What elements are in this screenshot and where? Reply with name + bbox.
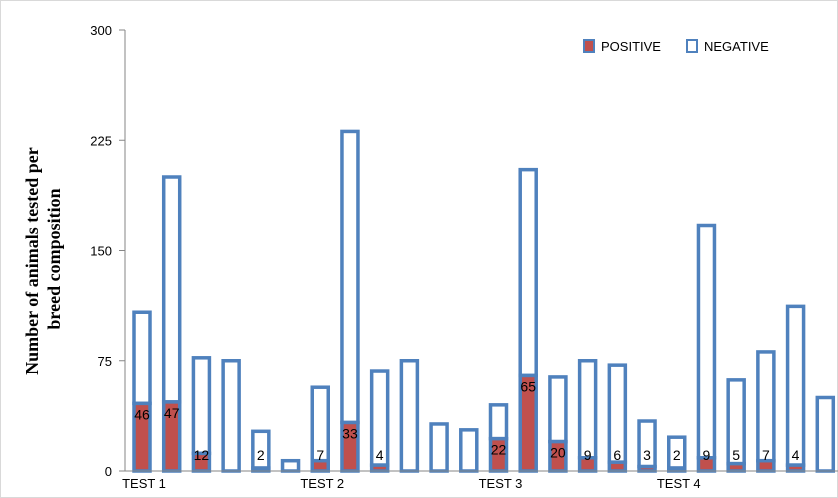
negative-bar-1 [132, 310, 152, 406]
negative-bar-4 [221, 359, 241, 473]
y-axis-title-line2: breed composition [44, 188, 64, 329]
negative-bar-12 [459, 428, 479, 473]
y-tick-label-0: 0 [105, 464, 112, 479]
data-label-9: 4 [376, 447, 384, 463]
negative-bar-24 [815, 395, 836, 473]
y-tick-label-75: 75 [98, 354, 112, 369]
data-label-22: 7 [762, 447, 770, 463]
positive-bar-23 [785, 463, 806, 473]
negative-bar-14 [518, 167, 538, 378]
positive-bar-18 [637, 464, 657, 473]
data-label-1: 46 [134, 406, 150, 422]
data-label-2: 47 [164, 405, 180, 421]
negative-bar-20 [696, 223, 717, 460]
negative-bar-2 [161, 175, 182, 404]
negative-bar-3 [191, 356, 212, 456]
data-label-19: 2 [673, 447, 681, 463]
negative-bar-11 [429, 422, 449, 473]
data-label-15: 20 [550, 445, 566, 461]
data-labels-layer: 46 47 12 2 7 33 4 22 65 20 9 6 3 2 9 5 7 4 [134, 378, 799, 463]
legend-label-positive: POSITIVE [601, 39, 661, 54]
negative-bar-10 [399, 359, 420, 473]
legend-swatch-negative [686, 39, 698, 53]
data-label-8: 33 [342, 425, 358, 441]
data-label-20: 9 [703, 447, 711, 463]
negative-bar-15 [548, 375, 568, 444]
y-axis-title: Number of animals tested per breed compo… [22, 143, 64, 375]
data-label-16: 9 [584, 447, 592, 463]
x-group-label-4: TEST 4 [657, 476, 701, 491]
y-tick-label-225: 225 [90, 133, 112, 148]
data-label-21: 5 [732, 447, 740, 463]
data-label-7: 7 [316, 447, 324, 463]
negative-bar-13 [488, 403, 509, 441]
x-group-label-2: TEST 2 [300, 476, 344, 491]
negative-bar-22 [756, 350, 776, 463]
legend-label-negative: NEGATIVE [704, 39, 769, 54]
data-label-23: 4 [792, 447, 800, 463]
negative-bar-16 [577, 359, 598, 460]
data-label-3: 12 [194, 447, 210, 463]
data-label-17: 6 [613, 447, 621, 463]
y-tick-label-300: 300 [90, 23, 112, 38]
positive-bar-17 [607, 460, 628, 473]
y-tick-label-150: 150 [90, 244, 112, 259]
negative-bar-6 [280, 458, 301, 473]
x-group-label-1: TEST 1 [122, 476, 166, 491]
negative-bar-23 [785, 304, 806, 467]
data-label-18: 3 [643, 447, 651, 463]
legend: POSITIVE NEGATIVE [583, 39, 769, 54]
data-label-5: 2 [257, 447, 265, 463]
negative-bar-8 [340, 129, 360, 425]
data-label-14: 65 [520, 378, 536, 394]
x-group-label-3: TEST 3 [479, 476, 523, 491]
bars-layer [132, 129, 836, 473]
positive-bar-21 [726, 461, 746, 473]
y-axis-title-line1: Number of animals tested per [22, 147, 42, 375]
positive-bar-9 [369, 463, 390, 473]
legend-swatch-positive [583, 39, 595, 53]
data-label-13: 22 [491, 442, 507, 458]
